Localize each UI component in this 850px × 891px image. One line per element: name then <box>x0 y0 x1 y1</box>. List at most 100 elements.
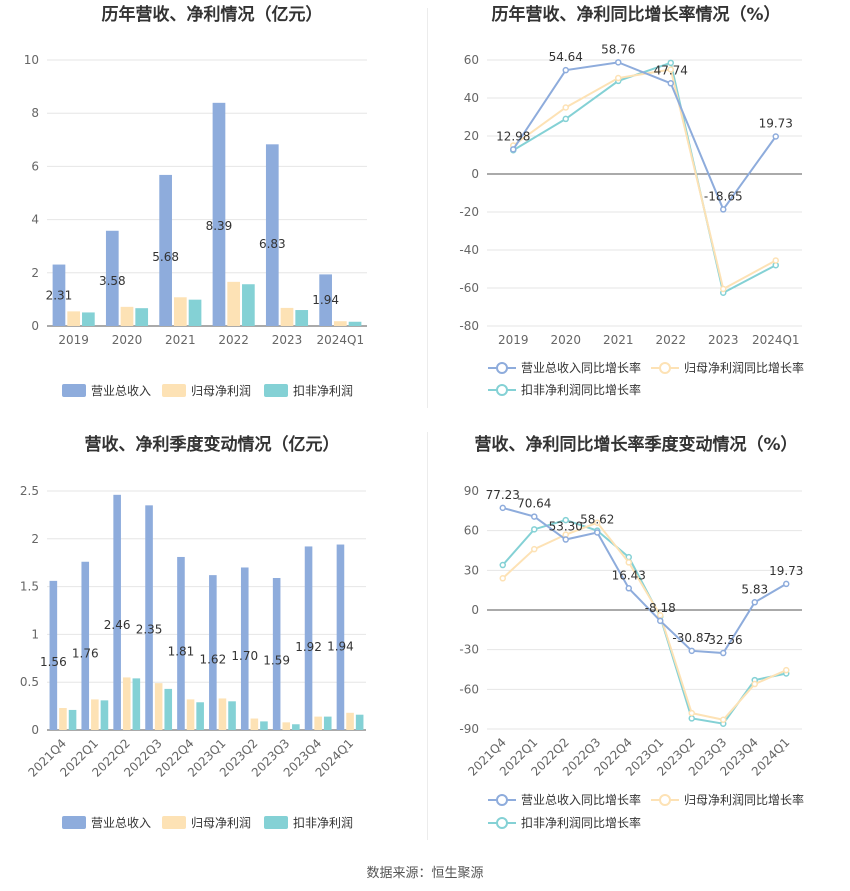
bar-deducted-net-profit <box>348 321 362 326</box>
bar-revenue <box>209 575 217 730</box>
data-label: 5.83 <box>741 582 768 596</box>
data-label: 1.70 <box>231 649 258 663</box>
data-label: 16.43 <box>612 568 646 582</box>
legend-label: 营业总收入 <box>91 816 151 830</box>
bar-revenue <box>177 556 185 730</box>
data-point <box>594 519 601 526</box>
bar-revenue <box>52 264 66 326</box>
data-point <box>562 516 569 524</box>
bar-deducted-net-profit <box>68 709 77 730</box>
bar-deducted-net-profit <box>135 308 149 326</box>
y-tick-label: 6 <box>31 159 39 173</box>
bar-deducted-net-profit <box>292 724 300 730</box>
bar-revenue <box>265 144 279 326</box>
bar-net-profit <box>67 311 81 326</box>
x-tick-label: 2019 <box>58 333 89 347</box>
panel-divider-top <box>427 8 428 408</box>
chart-title: 营收、净利同比增长率季度变动情况（%） <box>474 434 797 455</box>
legend-label: 营业总收入同比增长率 <box>521 792 641 807</box>
legend-label: 扣非净利润 <box>293 384 353 398</box>
data-point <box>720 206 727 213</box>
bar-revenue <box>49 580 58 730</box>
y-tick-label: 30 <box>464 563 479 577</box>
bar-revenue <box>145 505 153 730</box>
legend-marker <box>496 362 508 374</box>
data-label: 53.30 <box>549 520 583 534</box>
bar-revenue <box>105 230 119 326</box>
data-point <box>751 680 758 688</box>
legend-swatch <box>62 384 86 397</box>
y-tick-label: -30 <box>459 643 479 657</box>
data-point <box>667 59 674 67</box>
bar-deducted-net-profit <box>260 721 268 730</box>
legend-swatch <box>62 816 86 829</box>
x-tick-label: 2024Q1 <box>752 333 800 347</box>
data-label: 1.56 <box>40 655 67 669</box>
data-point <box>531 545 538 553</box>
bar-revenue <box>272 577 281 730</box>
bar-deducted-net-profit <box>164 688 173 730</box>
chart-title: 历年营收、净利情况（亿元） <box>102 4 323 25</box>
y-tick-label: 0.5 <box>20 675 39 689</box>
data-label: 2.46 <box>104 618 131 632</box>
data-point <box>562 104 569 111</box>
bar-deducted-net-profit <box>196 702 204 730</box>
legend-label: 归母净利润 <box>191 384 251 398</box>
bar-net-profit <box>218 698 227 730</box>
bar-net-profit <box>250 718 259 730</box>
series-line-deducted-profit-growth <box>512 61 777 295</box>
data-point <box>783 580 790 588</box>
legend-label: 扣非净利润同比增长率 <box>521 815 641 830</box>
data-point <box>772 257 779 264</box>
y-tick-label: -60 <box>459 682 479 696</box>
legend-label: 归母净利润同比增长率 <box>684 792 804 807</box>
data-label: 8.39 <box>206 219 233 233</box>
data-label: -32.56 <box>704 633 743 647</box>
legend-label: 归母净利润同比增长率 <box>684 360 804 375</box>
y-tick-label: 0 <box>471 603 479 617</box>
bar-net-profit <box>173 297 187 326</box>
data-point <box>594 529 601 536</box>
data-label: 77.23 <box>486 488 520 502</box>
x-tick-label: 2022 <box>218 333 249 347</box>
y-tick-label: -20 <box>459 205 479 219</box>
y-tick-label: -90 <box>459 722 479 736</box>
data-point <box>772 133 779 140</box>
bar-deducted-net-profit <box>188 299 202 326</box>
y-tick-label: 8 <box>31 106 39 120</box>
bar-net-profit <box>91 699 99 730</box>
data-point <box>510 146 517 153</box>
data-point <box>615 59 622 66</box>
bar-deducted-net-profit <box>100 700 109 730</box>
data-label: 58.62 <box>580 512 614 526</box>
bar-revenue <box>159 174 172 326</box>
y-tick-label: 40 <box>464 91 479 105</box>
y-tick-label: 60 <box>464 53 479 67</box>
chart-title: 营收、净利季度变动情况（亿元） <box>85 434 340 455</box>
data-source-note: 数据来源：恒生聚源 <box>366 866 484 881</box>
data-point <box>751 599 758 606</box>
data-point <box>688 647 695 655</box>
legend-marker <box>496 794 508 806</box>
bar-revenue <box>212 102 226 327</box>
data-point <box>499 575 506 582</box>
data-label: 47.74 <box>654 63 688 77</box>
data-point <box>562 536 569 543</box>
bar-net-profit <box>280 307 294 326</box>
bar-net-profit <box>186 699 195 730</box>
data-point <box>720 285 727 293</box>
data-point <box>720 716 727 723</box>
data-label: 70.64 <box>517 497 551 511</box>
bar-net-profit <box>122 677 131 730</box>
x-tick-label: 2021 <box>165 333 196 347</box>
series-line-net-profit-growth <box>502 521 787 721</box>
y-tick-label: 0 <box>31 319 39 333</box>
data-point <box>625 585 632 592</box>
y-tick-label: -80 <box>459 319 479 333</box>
series-line-revenue-growth <box>512 61 777 212</box>
bar-net-profit <box>154 683 163 730</box>
legend-label: 归母净利润 <box>191 816 251 830</box>
data-label: 1.62 <box>199 652 226 666</box>
legend-label: 营业总收入同比增长率 <box>521 360 641 375</box>
